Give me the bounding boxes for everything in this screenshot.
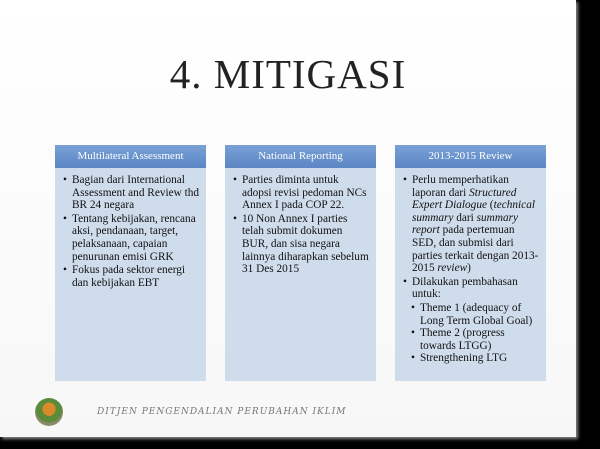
column-header: National Reporting <box>225 145 376 168</box>
bullet-text: Dilakukan pembahasan untuk: <box>412 275 518 301</box>
bullet-text: pada pertemuan SED, dan submisi dari par… <box>412 224 539 275</box>
bullet-text: Theme 1 (adequacy of Long Term Global Go… <box>420 301 533 327</box>
bullet-text: Perlu memperhatikan laporan dari <box>412 174 509 199</box>
column-box: 2013-2015 Review Perlu memperhatikan lapo… <box>395 145 546 381</box>
bullet-text: Tentang kebijakan, rencana aksi, pendana… <box>72 212 196 263</box>
column-header: 2013-2015 Review <box>395 145 546 168</box>
bullet-item: Theme 2 (progress towards LTGG) <box>403 327 540 352</box>
bullet-text: Strengthening LTG <box>420 352 508 365</box>
bullet-text: technical summary <box>412 199 535 224</box>
bullet-item: Tentang kebijakan, rencana aksi, pendana… <box>63 213 200 263</box>
bullet-item: Fokus pada sektor energi dan kebijakan E… <box>63 264 200 289</box>
bullet-text: Theme 2 (progress towards LTGG) <box>420 327 505 352</box>
column-body: Bagian dari International Assessment and… <box>55 168 206 289</box>
bullet-text: Structured Expert Dialogue <box>412 186 517 212</box>
bullet-text: 10 Non Annex I parties telah submit doku… <box>242 212 369 276</box>
bullet-item: Dilakukan pembahasan untuk: <box>403 276 540 301</box>
bullet-text: ( <box>486 199 494 212</box>
bullet-text: ) <box>467 262 471 275</box>
slide-title: 4. MITIGASI <box>169 51 407 97</box>
column-header: Multilateral Assessment <box>55 145 206 168</box>
column-box: Multilateral Assessment Bagian dari Inter… <box>55 145 206 381</box>
bullet-text: summary report <box>412 211 519 237</box>
bullet-item: Perlu memperhatikan laporan dari Structu… <box>403 174 540 275</box>
bullet-item: Bagian dari International Assessment and… <box>63 174 200 212</box>
column-body: Perlu memperhatikan laporan dari Structu… <box>395 168 546 365</box>
bullet-text: dari <box>453 211 477 224</box>
bullet-item: Theme 1 (adequacy of Long Term Global Go… <box>403 302 540 327</box>
bullet-text: Fokus pada sektor energi dan kebijakan E… <box>72 264 186 289</box>
bullet-text: Parties diminta untuk adopsi revisi pedo… <box>242 174 367 212</box>
footer-text: DITJEN PENGENDALIAN PERUBAHAN IKLIM <box>97 407 347 417</box>
ministry-logo-icon <box>35 398 63 426</box>
column-box: National Reporting Parties diminta untuk … <box>225 145 376 381</box>
column-body: Parties diminta untuk adopsi revisi pedo… <box>225 168 376 276</box>
slide: 4. MITIGASI Multilateral Assessment Bagia… <box>0 0 576 437</box>
bullet-item: Strengthening LTG <box>403 352 540 365</box>
bullet-item: 10 Non Annex I parties telah submit doku… <box>233 213 370 276</box>
bullet-item: Parties diminta untuk adopsi revisi pedo… <box>233 174 370 212</box>
bullet-text: review <box>437 262 468 275</box>
bullet-text: Bagian dari International Assessment and… <box>72 174 200 212</box>
